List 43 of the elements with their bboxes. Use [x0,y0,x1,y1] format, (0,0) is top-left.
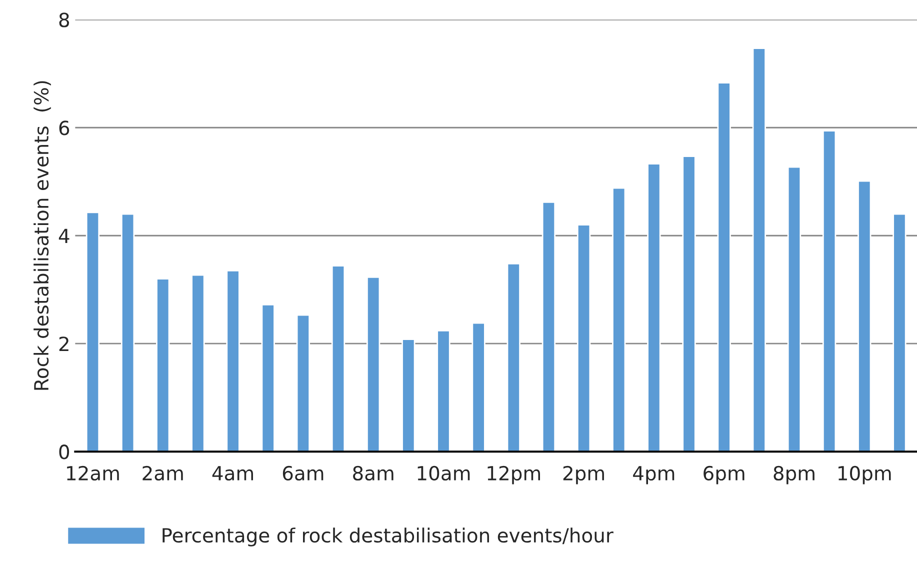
x-tick-label: 10am [418,466,470,481]
bar [366,276,380,452]
bar [542,201,556,452]
bar [717,82,731,452]
bar [472,322,486,452]
y-tick-label: 6 [59,120,70,136]
bar [436,330,450,452]
bar [331,265,346,452]
x-tick-label: 4pm [633,466,674,484]
bar [787,166,802,452]
bar [402,338,416,452]
bar [506,263,520,452]
bar [682,156,696,452]
bar [752,48,766,452]
bar [822,130,836,452]
y-tick-label: 2 [59,336,68,351]
bar [858,180,872,452]
x-tick-label: 12am [67,466,119,481]
bar [261,304,275,452]
x-tick-label: 6am [282,466,324,481]
x-tick-label: 10pm [838,466,891,484]
bar [156,278,170,452]
x-tick-label: 6pm [704,466,744,484]
y-axis-title: Rock destabilisation events (%) [34,81,51,390]
y-tick-label: 8 [59,12,69,28]
x-tick-label: 8am [353,466,394,481]
bar [576,224,591,452]
x-tick-label: 12pm [488,466,540,484]
bar [612,187,626,452]
y-tick-label: 4 [58,228,70,244]
bar [892,213,906,452]
bar [86,212,100,452]
bar [647,163,661,452]
bar [191,274,205,452]
x-tick-label: 2pm [563,466,604,484]
x-tick-label: 2am [142,466,183,481]
bar [120,213,135,452]
y-tick-label: 0 [59,444,70,460]
x-tick-label: 8pm [774,466,814,484]
legend-label: Percentage of rock destabilisation events/hour [162,528,614,546]
bar [226,270,240,452]
bar [296,314,310,452]
x-tick-label: 4am [212,466,253,481]
